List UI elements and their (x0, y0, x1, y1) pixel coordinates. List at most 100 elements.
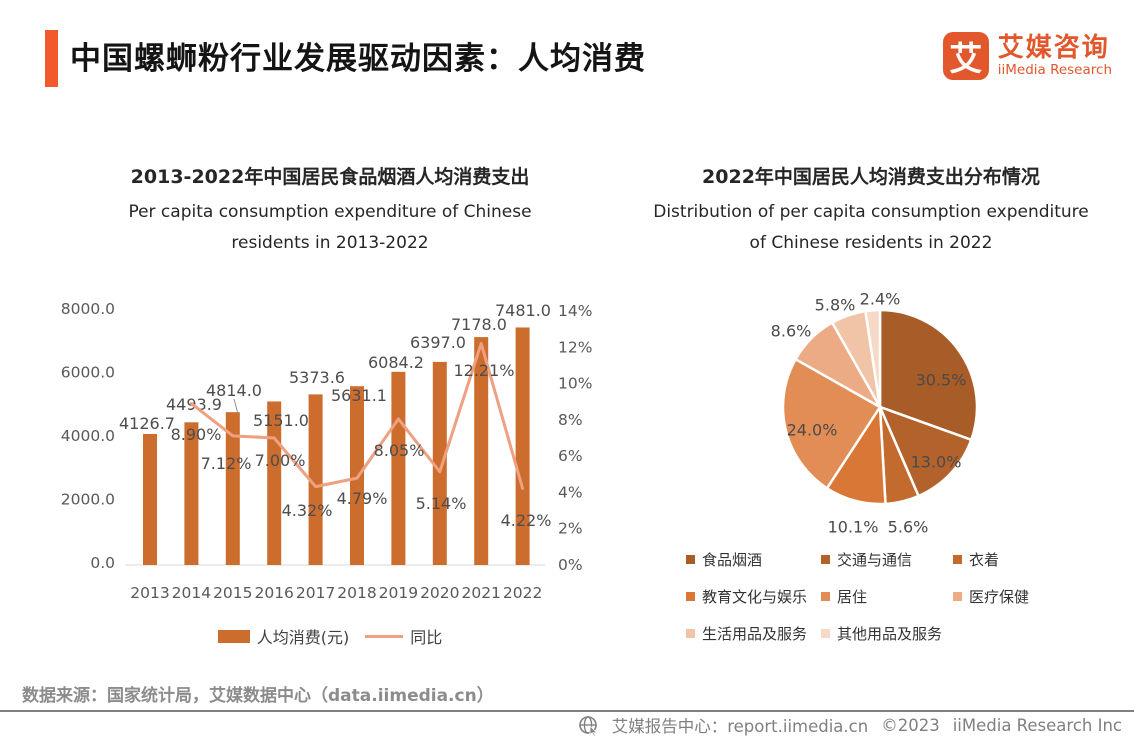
pie-legend-swatch (821, 592, 830, 601)
bar (432, 361, 447, 565)
pie-legend-item: 教育文化与娱乐 (686, 586, 821, 607)
footer-divider (0, 710, 1134, 712)
pie-slice-label: 5.6% (888, 518, 929, 537)
bar-chart-legend: 人均消费(元) 同比 (75, 624, 585, 648)
brand-text: 艾媒咨询 iiMedia Research (998, 34, 1112, 78)
right-axis-tick: 0% (558, 556, 583, 574)
pie-slice-label: 8.6% (771, 322, 812, 341)
pie-legend-label: 其他用品及服务 (837, 625, 943, 643)
page-title: 中国螺蛳粉行业发展驱动因素：人均消费 (70, 41, 646, 77)
globe-cursor-icon (578, 715, 598, 736)
bar-value-label: 4126.7 (119, 414, 175, 433)
pie-legend-item: 食品烟酒 (686, 549, 821, 570)
company-text: iiMedia Research Inc (952, 715, 1122, 735)
x-axis-category-label: 2021 (461, 584, 500, 602)
pie-legend-item: 医疗保健 (953, 586, 1122, 607)
pie-slice-label: 10.1% (828, 518, 879, 537)
x-axis-category-label: 2017 (296, 584, 335, 602)
bar-value-label: 6397.0 (410, 333, 466, 352)
line-value-label: 7.12% (201, 454, 252, 473)
left-chart-title: 2013-2022年中国居民食品烟酒人均消费支出 (130, 166, 530, 188)
bar-value-label: 6084.2 (368, 353, 424, 372)
pie-legend-label: 交通与通信 (837, 551, 913, 569)
report-center-text: 艾媒报告中心：report.iimedia.cn (611, 717, 869, 736)
pie-legend-swatch (686, 629, 695, 638)
right-axis-tick: 14% (558, 302, 592, 320)
bar-value-label: 7481.0 (495, 301, 551, 320)
bar (474, 337, 489, 565)
left-axis-tick: 6000.0 (61, 364, 115, 382)
left-axis-tick: 2000.0 (61, 491, 115, 509)
pie-legend-item: 居住 (821, 586, 953, 607)
pie-legend-swatch (953, 592, 962, 601)
pie-legend-swatch (821, 555, 830, 564)
pie-legend-item: 衣着 (953, 549, 1122, 570)
line-series-label: 同比 (410, 628, 443, 647)
pie-slice (878, 308, 979, 442)
bar (308, 394, 323, 565)
pie-slice (864, 308, 882, 409)
right-axis-tick: 8% (558, 411, 583, 429)
pie-chart: 30.5% 13.0% 5.6% 10.1% 24.0% 8.6%5.8% 2.4% (771, 290, 979, 537)
pie-legend-item: 生活用品及服务 (686, 623, 821, 644)
line-value-label: 12.21% (453, 361, 514, 380)
left-axis-tick: 8000.0 (61, 300, 115, 318)
left-axis-tick: 4000.0 (61, 427, 115, 445)
line-value-label: 8.05% (374, 441, 425, 460)
pie-legend-label: 医疗保健 (969, 588, 1030, 606)
x-axis-category-label: 2018 (337, 584, 376, 602)
left-chart-subtitle-line1: Per capita consumption expenditure of Ch… (128, 202, 532, 222)
bar-value-label: 5631.1 (331, 386, 387, 405)
title-accent-bar (45, 30, 58, 87)
bar-value-label: 5373.6 (289, 368, 345, 387)
left-axis-tick: 0.0 (90, 554, 115, 572)
pie-legend-label: 食品烟酒 (702, 551, 763, 569)
legend-item-line-series: 同比 (365, 624, 442, 648)
line-value-label: 7.00% (255, 451, 306, 470)
pie-slice-label: 13.0% (911, 453, 962, 472)
brand-name-en: iiMedia Research (997, 62, 1112, 78)
right-axis-tick: 2% (558, 520, 583, 538)
bar (143, 433, 157, 565)
bar-value-label: 4814.0 (206, 381, 262, 400)
bar (225, 412, 240, 565)
line-series-swatch (365, 634, 404, 638)
pie-legend-item: 交通与通信 (821, 549, 953, 570)
label-leader-line (233, 398, 239, 415)
pie-legend-label: 衣着 (969, 551, 1000, 569)
pie-legend-item: 其他用品及服务 (821, 623, 953, 644)
pie-slice (878, 405, 973, 498)
pie-legend-label: 生活用品及服务 (702, 625, 808, 643)
logo-glyph: 艾 (949, 39, 983, 78)
pie-legend-swatch (686, 555, 695, 564)
pie-legend-swatch (953, 555, 962, 564)
right-axis-tick: 4% (558, 483, 583, 501)
x-axis-category-label: 2016 (254, 584, 293, 602)
data-source-note: 数据来源：国家统计局，艾媒数据中心（data.iimedia.cn） (22, 686, 494, 706)
x-axis-category-label: 2013 (130, 584, 169, 602)
legend-item-bar-series: 人均消费(元) (217, 624, 350, 648)
x-axis-category-label: 2015 (213, 584, 252, 602)
line-series (189, 341, 525, 490)
right-axis-tick: 10% (558, 375, 592, 393)
pie-slice-label: 24.0% (787, 421, 838, 440)
left-chart-subtitle-line2: residents in 2013-2022 (231, 233, 429, 253)
bar (391, 371, 406, 565)
left-chart-header: 2013-2022年中国居民食品烟酒人均消费支出 Per capita cons… (75, 162, 585, 259)
pie-slice-label: 5.8% (815, 296, 856, 315)
pie-chart-legend: 食品烟酒 交通与通信 衣着教育文化与娱乐 居住 医疗保健生活用品及服务 其他用品及服务 (686, 549, 1122, 644)
line-value-label: 8.90% (171, 425, 222, 444)
pie-slice-label: 30.5% (916, 371, 967, 390)
pie-legend-label: 居住 (837, 588, 868, 606)
bar-series-swatch (217, 629, 250, 643)
pie-legend-label: 教育文化与娱乐 (702, 588, 808, 606)
pie-legend-swatch (821, 629, 830, 638)
bar-series-label: 人均消费(元) (256, 628, 350, 647)
copyright-text: ©2023 (881, 715, 940, 735)
footer-credits: 艾媒报告中心：report.iimedia.cn ©2023 iiMedia R… (578, 713, 1122, 737)
line-value-label: 4.32% (282, 501, 333, 520)
right-chart-header: 2022年中国居民人均消费支出分布情况 Distribution of per … (622, 162, 1120, 259)
x-axis-category-label: 2019 (379, 584, 418, 602)
bar (184, 422, 199, 565)
